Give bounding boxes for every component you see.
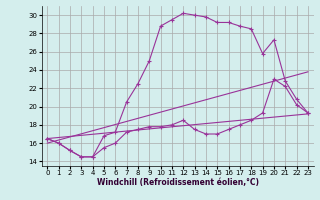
X-axis label: Windchill (Refroidissement éolien,°C): Windchill (Refroidissement éolien,°C) [97,178,259,187]
